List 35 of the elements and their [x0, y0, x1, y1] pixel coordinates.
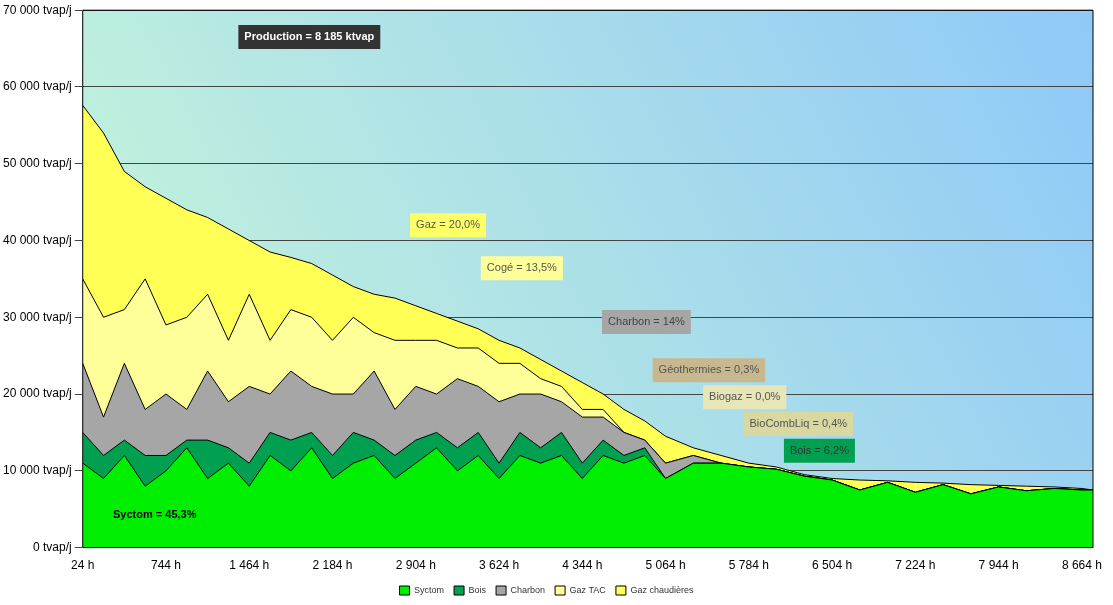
- x-tick-label: 2 184 h: [312, 558, 353, 573]
- y-tick-label: 0 tvap/j: [33, 539, 72, 554]
- y-tick-label: 60 000 tvap/j: [3, 79, 72, 94]
- y-tick-label: 20 000 tvap/j: [3, 386, 72, 401]
- legend-label: Gaz TAC: [569, 584, 607, 595]
- annotation: Biogaz = 0,0%: [709, 390, 781, 403]
- x-tick-label: 744 h: [150, 558, 181, 573]
- y-tick-label: 40 000 tvap/j: [3, 232, 72, 247]
- annotation: BioCombLiq = 0,4%: [749, 417, 848, 430]
- y-tick-label: 10 000 tvap/j: [3, 463, 72, 478]
- x-tick-label: 7 944 h: [978, 558, 1019, 573]
- x-tick-label: 1 464 h: [229, 558, 270, 573]
- x-tick-label: 3 624 h: [479, 558, 520, 573]
- y-tick-label: 70 000 tvap/j: [3, 2, 72, 17]
- annotation: Géothermies = 0,3%: [658, 363, 760, 376]
- x-tick-label: 4 344 h: [562, 558, 603, 573]
- legend-label: Gaz chaudières: [630, 584, 694, 595]
- x-tick-label: 24 h: [71, 558, 95, 573]
- annotation: Cogé = 13,5%: [486, 261, 558, 274]
- x-tick-label: 5 784 h: [728, 558, 769, 573]
- legend-label: Bois: [468, 584, 487, 595]
- y-tick-label: 50 000 tvap/j: [3, 156, 72, 171]
- annotation: Gaz = 20,0%: [416, 218, 481, 231]
- x-tick-label: 8 664 h: [1061, 558, 1102, 573]
- annotation: Bois = 6,2%: [789, 443, 850, 456]
- x-tick-label: 2 904 h: [395, 558, 436, 573]
- x-tick-label: 5 064 h: [645, 558, 686, 573]
- legend-label: Syctom: [414, 584, 445, 595]
- x-tick-label: 6 504 h: [812, 558, 853, 573]
- y-tick-label: 30 000 tvap/j: [3, 309, 72, 324]
- annotation: Charbon = 14%: [608, 314, 686, 327]
- annotation: Production = 8 185 ktvap: [244, 30, 375, 43]
- legend-label: Charbon: [510, 584, 546, 595]
- x-tick-label: 7 224 h: [895, 558, 936, 573]
- annotation: Syctom = 45,3%: [113, 508, 197, 521]
